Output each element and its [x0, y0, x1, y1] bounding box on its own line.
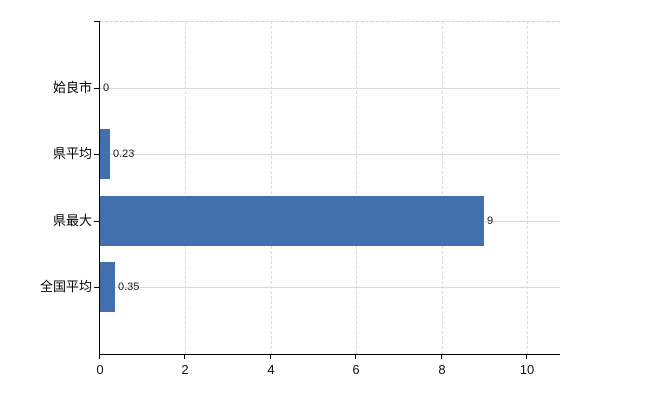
bar — [100, 129, 110, 179]
x-axis-tick — [441, 355, 442, 359]
x-axis — [99, 354, 560, 355]
x-axis-tick — [355, 355, 356, 359]
category-label: 県平均 — [52, 146, 92, 161]
y-axis-tick — [94, 287, 99, 288]
value-label: 0 — [103, 82, 110, 94]
y-axis-tick — [94, 221, 99, 222]
x-axis-tick — [526, 355, 527, 359]
value-label: 9 — [487, 215, 494, 227]
plot-area: 0 0.23 9 0.35 — [100, 21, 560, 354]
y-axis-tick — [94, 154, 99, 155]
h-gridline — [100, 154, 560, 155]
x-axis-tick — [99, 355, 100, 359]
h-gridline — [100, 88, 560, 89]
value-label: 0.35 — [118, 281, 140, 293]
v-gridline — [442, 21, 443, 354]
x-axis-tick — [270, 355, 271, 359]
y-axis — [99, 21, 100, 355]
x-tick-label: 0 — [96, 362, 104, 377]
y-axis-tick — [94, 88, 99, 89]
category-label: 姶良市 — [52, 80, 92, 95]
bar — [100, 196, 484, 246]
bar — [100, 262, 115, 312]
category-label: 県最大 — [52, 213, 92, 228]
y-axis-tick — [94, 21, 99, 22]
value-label: 0.23 — [113, 148, 135, 160]
category-label: 全国平均 — [39, 279, 92, 294]
v-gridline — [271, 21, 272, 354]
v-gridline — [356, 21, 357, 354]
h-gridline — [100, 287, 560, 288]
x-tick-label: 6 — [352, 362, 360, 377]
x-tick-label: 10 — [519, 362, 535, 377]
x-tick-label: 4 — [267, 362, 275, 377]
v-gridline — [185, 21, 186, 354]
x-tick-label: 2 — [181, 362, 189, 377]
x-tick-label: 8 — [438, 362, 446, 377]
x-axis-tick — [184, 355, 185, 359]
v-gridline — [527, 21, 528, 354]
plot-top-border — [100, 21, 560, 22]
